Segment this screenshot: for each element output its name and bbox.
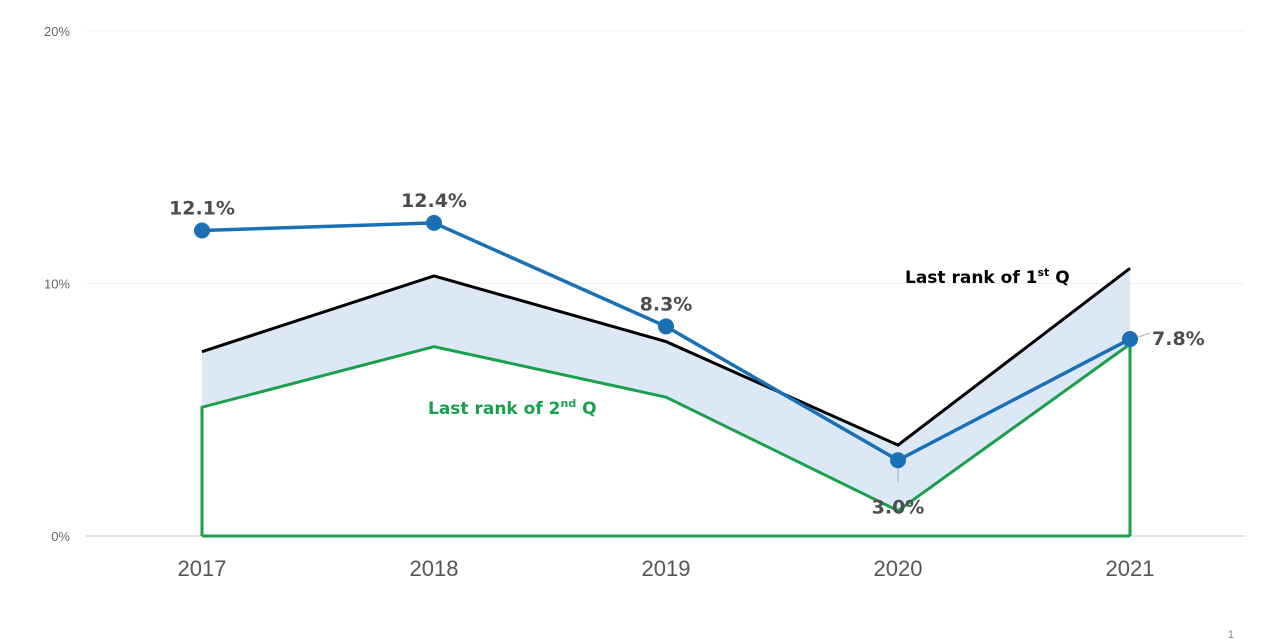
y-tick-label: 0% (51, 529, 70, 544)
data-label: 3.0% (872, 496, 925, 518)
x-axis-ticks: 2017 2018 2019 2020 2021 (178, 556, 1155, 581)
x-tick-label: 2018 (410, 556, 459, 581)
page-number: 1 (1227, 629, 1234, 641)
data-labels: 12.1% 12.4% 8.3% 3.0% 7.8% (169, 190, 1205, 518)
series-line-first-quartile (201, 267, 1131, 447)
data-label: 7.8% (1152, 328, 1205, 350)
series-points (194, 214, 1138, 469)
data-label: 12.1% (169, 197, 235, 219)
y-tick-label: 20% (44, 24, 70, 39)
quartile-band-area (202, 268, 1130, 511)
x-tick-label: 2019 (642, 556, 691, 581)
data-point (890, 452, 906, 469)
grid-lines (86, 30, 1245, 538)
data-point (658, 318, 674, 335)
data-label: 8.3% (640, 293, 693, 315)
y-tick-label: 10% (44, 277, 70, 292)
x-tick-label: 2017 (178, 556, 227, 581)
data-label: 12.4% (401, 190, 467, 212)
x-tick-label: 2021 (1106, 556, 1155, 581)
annotation-second-quartile: Last rank of 2nd Q (428, 397, 597, 419)
data-point (194, 222, 210, 239)
annotation-first-quartile: Last rank of 1st Q (905, 266, 1070, 288)
y-axis-ticks: 0% 10% 20% (44, 24, 70, 544)
data-point (426, 214, 442, 231)
data-point (1122, 331, 1138, 348)
leader-line-2021 (1137, 332, 1151, 338)
x-tick-label: 2020 (874, 556, 923, 581)
